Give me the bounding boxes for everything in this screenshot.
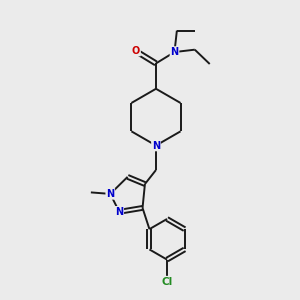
Text: N: N [152,140,160,151]
Text: N: N [106,189,114,199]
Text: O: O [132,46,140,56]
Text: N: N [170,47,178,57]
Text: Cl: Cl [161,277,172,287]
Text: N: N [115,207,123,217]
